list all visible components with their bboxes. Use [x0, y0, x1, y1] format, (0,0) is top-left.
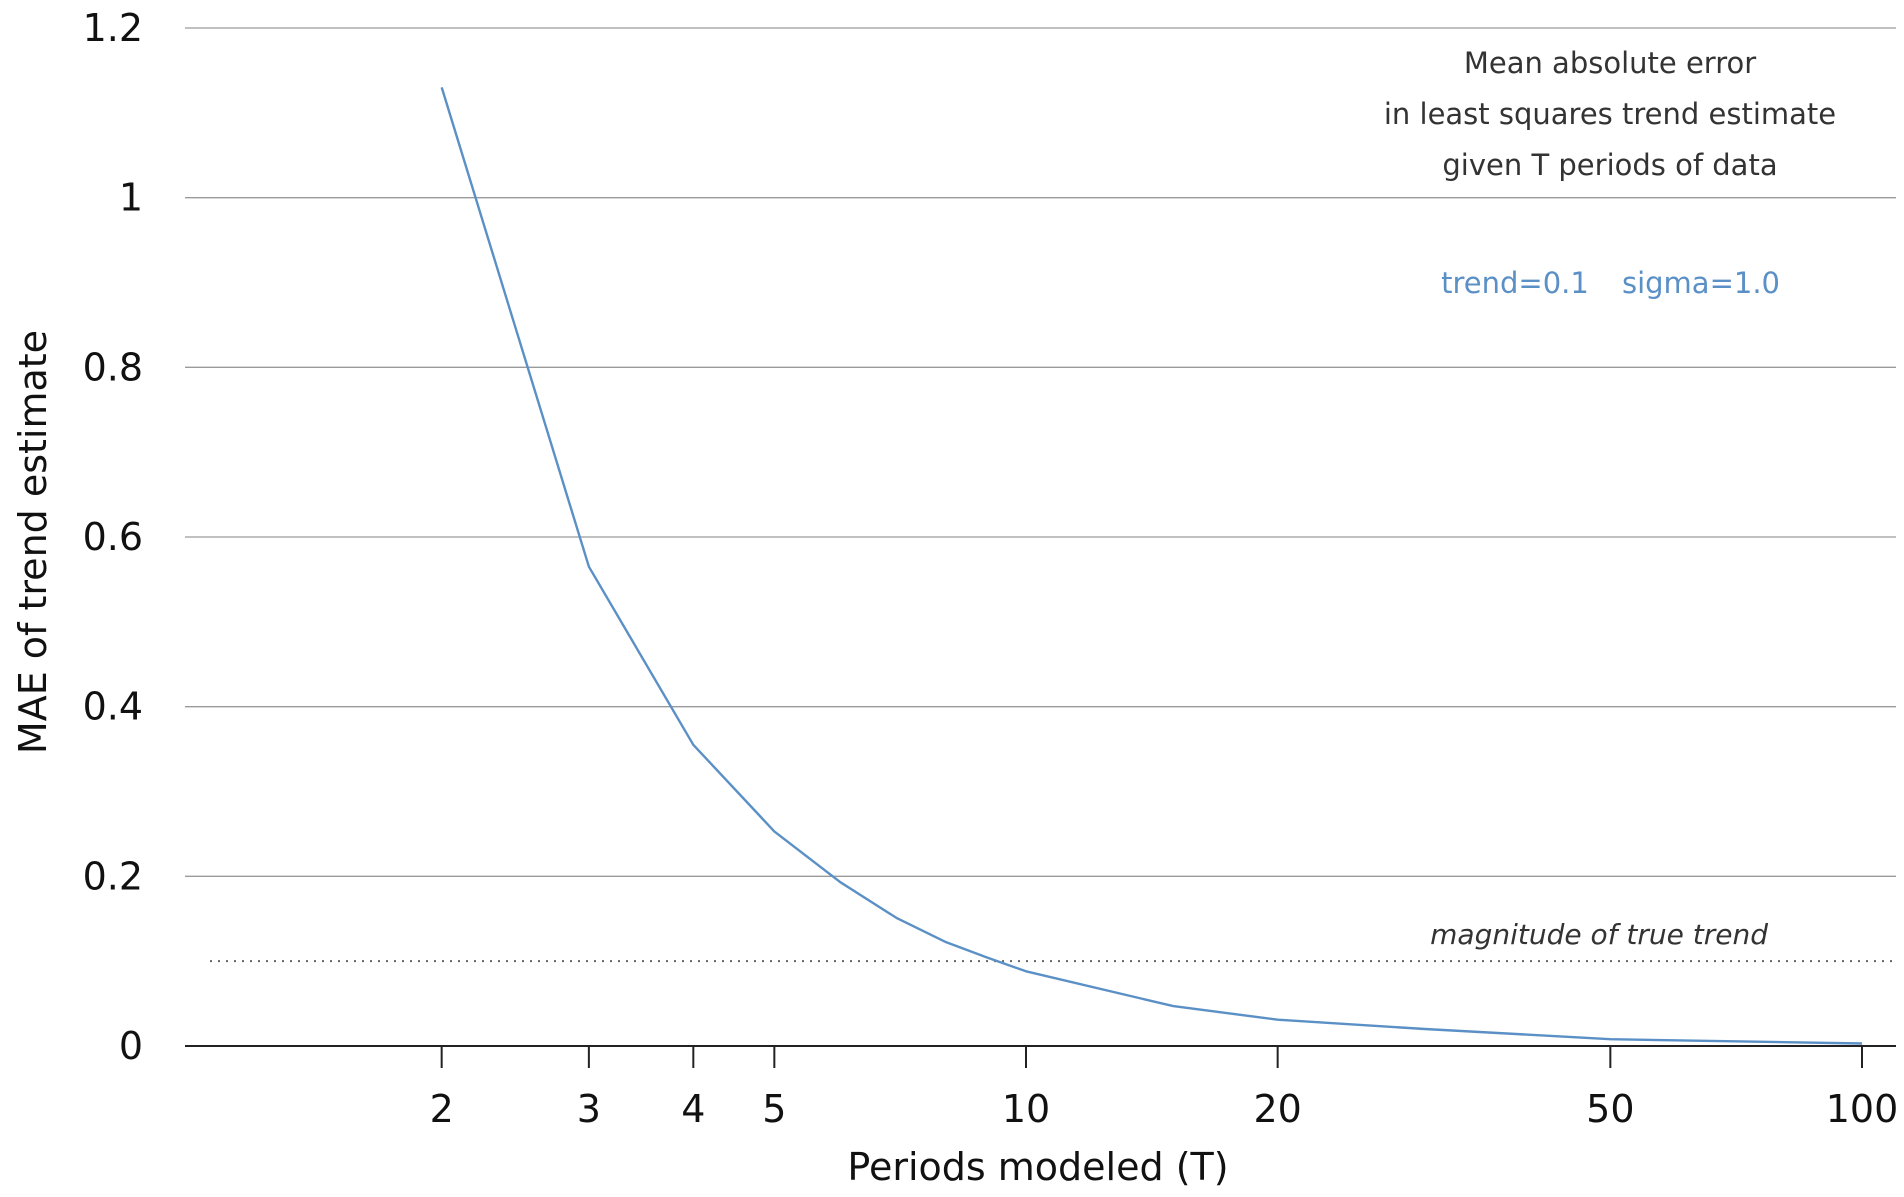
title-line-1: Mean absolute error [1464, 46, 1756, 80]
title-line-2: in least squares trend estimate [1384, 97, 1836, 131]
x-tick-label: 4 [681, 1087, 705, 1131]
title-line-3: given T periods of data [1442, 148, 1777, 182]
x-axis [185, 1045, 1896, 1068]
param-sigma-label: sigma=1.0 [1622, 266, 1780, 300]
x-tick-label: 3 [577, 1087, 601, 1131]
tick-labels: 0 0.2 0.4 0.6 0.8 1 1.2 2 3 4 5 10 20 50 100 [83, 6, 1899, 1131]
y-tick-label: 1.2 [83, 6, 143, 50]
x-tick-label: 5 [762, 1087, 786, 1131]
x-tick-label: 20 [1253, 1087, 1301, 1131]
gridlines [185, 27, 1896, 877]
reference-line-label: magnitude of true trend [1430, 918, 1768, 951]
y-tick-label: 0.4 [83, 685, 143, 729]
x-axis-title: Periods modeled (T) [847, 1145, 1228, 1189]
x-tick-label: 2 [430, 1087, 454, 1131]
y-tick-label: 0.8 [83, 345, 143, 389]
parameter-labels: trend=0.1 sigma=1.0 [1441, 266, 1780, 300]
y-axis-title: MAE of trend estimate [11, 330, 55, 754]
y-tick-label: 0 [119, 1024, 143, 1068]
y-tick-label: 0.6 [83, 515, 143, 559]
series-line [440, 87, 1863, 1045]
chart-title: Mean absolute error in least squares tre… [1384, 46, 1836, 182]
x-tick-label: 50 [1586, 1087, 1634, 1131]
x-tick-label: 100 [1826, 1087, 1899, 1131]
y-tick-label: 0.2 [83, 854, 143, 898]
y-tick-label: 1 [119, 176, 143, 220]
param-trend-label: trend=0.1 [1441, 266, 1589, 300]
series-group [440, 87, 1863, 1045]
x-tick-label: 10 [1002, 1087, 1050, 1131]
